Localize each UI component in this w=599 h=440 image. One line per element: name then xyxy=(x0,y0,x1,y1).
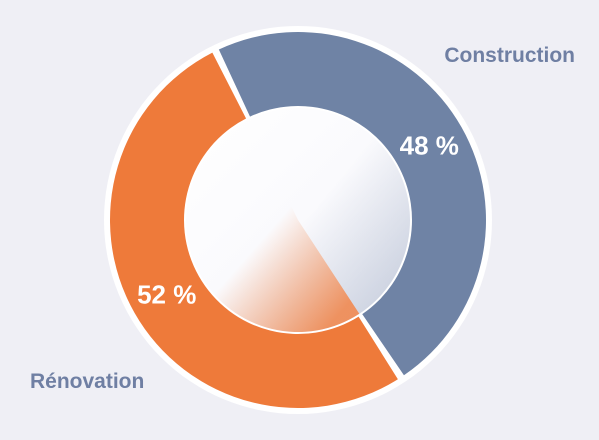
donut-hole-group xyxy=(186,108,411,332)
category-label-renovation: Rénovation xyxy=(30,370,145,393)
value-label-0: 48 % xyxy=(400,130,459,160)
value-label-1: 52 % xyxy=(137,280,196,310)
category-label-construction: Construction xyxy=(444,44,575,67)
slice-construction xyxy=(218,32,486,376)
slice-renovation xyxy=(109,52,398,409)
hole-shade-blue xyxy=(248,108,411,314)
value-labels-group: 48 % 52 % xyxy=(137,130,459,309)
hole-shade-orange xyxy=(186,119,360,332)
slices-group xyxy=(109,32,486,409)
